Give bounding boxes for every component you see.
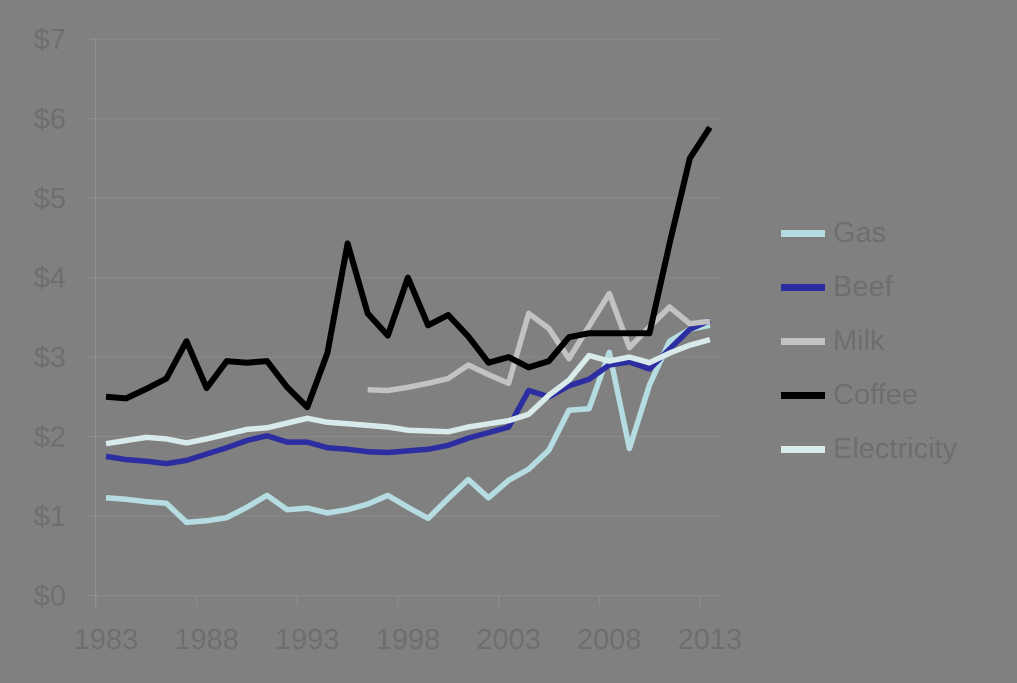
x-axis-label: 1988	[174, 624, 239, 656]
series-line-gas	[105, 322, 711, 526]
x-axis-label: 1983	[74, 624, 139, 656]
series-line-coffee	[105, 125, 713, 411]
legend-item-electricity: Electricity	[781, 432, 957, 466]
y-axis-label: $4	[34, 263, 66, 295]
y-axis-label: $2	[34, 422, 66, 454]
legend-swatch-gas	[781, 229, 825, 237]
y-axis-label: $3	[34, 342, 66, 374]
legend-label-coffee: Coffee	[833, 379, 918, 411]
legend-label-milk: Milk	[833, 325, 885, 357]
series-line-beef	[105, 317, 712, 467]
legend-item-gas: Gas	[781, 216, 886, 250]
y-axis-label: $6	[34, 104, 66, 136]
legend-swatch-beef	[781, 283, 825, 291]
y-axis-label: $7	[34, 24, 66, 56]
legend-swatch-coffee	[781, 391, 825, 399]
x-axis-label: 2008	[577, 624, 642, 656]
legend-swatch-milk	[781, 337, 825, 345]
y-axis-label: $1	[34, 501, 66, 533]
legend-item-coffee: Coffee	[781, 378, 918, 412]
x-axis-label: 1993	[275, 624, 340, 656]
legend-label-gas: Gas	[833, 217, 887, 249]
legend-label-electricity: Electricity	[833, 433, 958, 465]
series-line-electricity	[105, 336, 711, 447]
y-axis-label: $0	[34, 581, 66, 613]
y-axis-label: $5	[34, 183, 66, 215]
legend-label-beef: Beef	[833, 271, 893, 303]
x-axis-label: 2013	[678, 624, 743, 656]
x-axis-label: 1998	[376, 624, 441, 656]
legend-item-beef: Beef	[781, 270, 893, 304]
x-axis-label: 2003	[476, 624, 541, 656]
legend-swatch-electricity	[781, 445, 825, 453]
legend-item-milk: Milk	[781, 324, 885, 358]
